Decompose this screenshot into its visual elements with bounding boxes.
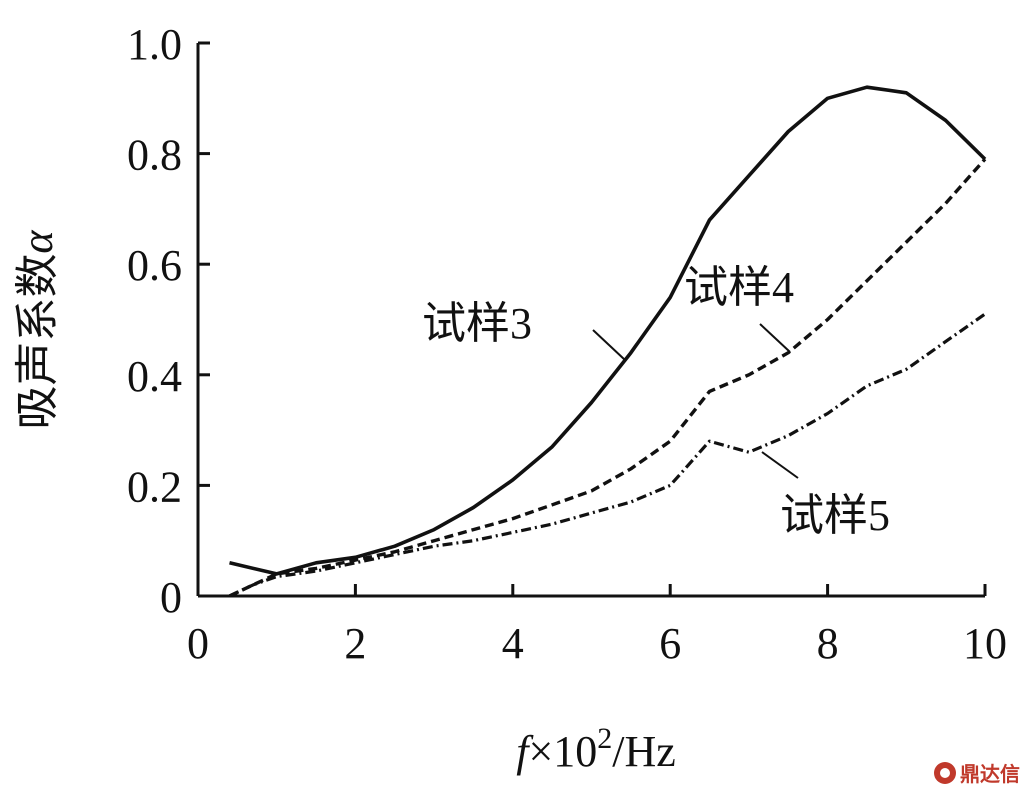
x-axis-title-sup: 2 — [597, 722, 612, 755]
leader-line-4 — [759, 323, 791, 353]
series-lines — [228, 85, 987, 598]
x-tick-label: 4 — [502, 619, 524, 668]
series-line-4 — [228, 157, 987, 598]
y-axis-title-text: 吸声系数 — [13, 254, 62, 430]
axes — [196, 43, 985, 598]
series-line-5 — [228, 312, 986, 598]
logo-mark-inner — [940, 768, 950, 778]
x-tick-label: 2 — [344, 619, 366, 668]
series-label-5: 试样5 — [780, 491, 890, 540]
leader-line-5 — [761, 451, 799, 479]
x-tick-label: 8 — [817, 619, 839, 668]
y-tick-label: 0.6 — [127, 241, 182, 290]
y-axis-title: 吸声系数α — [13, 230, 62, 430]
y-tick-label: 0.4 — [127, 352, 182, 401]
x-tick-label: 10 — [963, 619, 1007, 668]
x-tick-label: 6 — [659, 619, 681, 668]
x-axis-title: f×102/Hz — [516, 722, 676, 776]
series-label-4: 试样4 — [684, 263, 794, 312]
y-tick-label: 1.0 — [127, 20, 182, 69]
y-tick-label: 0.8 — [127, 131, 182, 180]
watermark: 鼎达信 — [934, 762, 1020, 786]
watermark-text: 鼎达信 — [960, 762, 1020, 786]
x-ticks: 0 2 4 6 8 10 — [187, 584, 1007, 668]
series-line-3 — [229, 85, 987, 576]
x-axis-title-unit: /Hz — [612, 727, 676, 776]
x-tick-label: 0 — [187, 619, 209, 668]
y-axis-title-symbol: α — [13, 230, 62, 254]
series-label-3: 试样3 — [422, 299, 532, 348]
x-axis-title-times: ×10 — [528, 727, 597, 776]
y-ticks: 0 0.2 0.4 0.6 0.8 1.0 — [127, 20, 210, 622]
leader-line-3 — [592, 329, 626, 361]
y-tick-label: 0 — [160, 573, 182, 622]
leader-lines — [592, 323, 799, 479]
y-tick-label: 0.2 — [127, 462, 182, 511]
